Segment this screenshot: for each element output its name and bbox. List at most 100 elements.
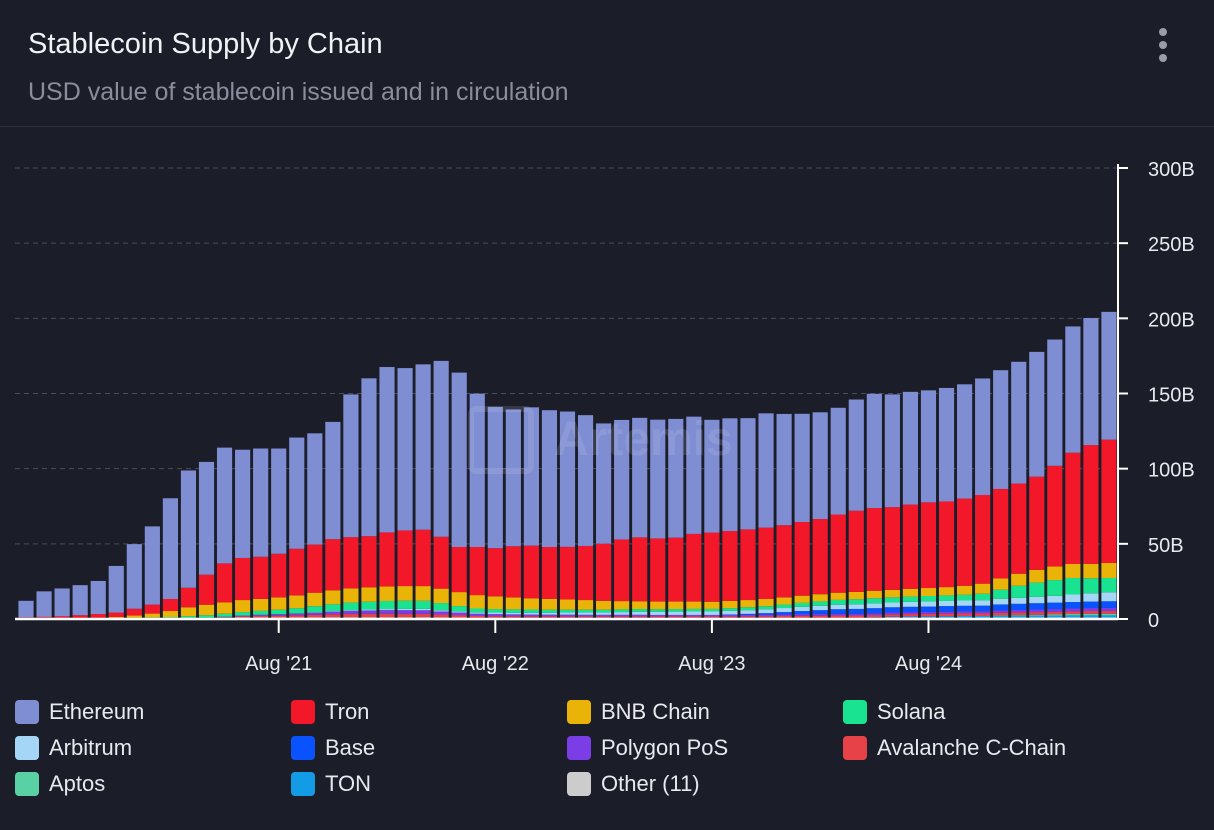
legend-item[interactable]: Tron xyxy=(291,698,369,726)
bar-segment xyxy=(505,616,521,618)
bar-segment xyxy=(1011,615,1027,618)
bar-segment xyxy=(1065,594,1081,603)
bar-segment xyxy=(993,615,1009,616)
bar-segment xyxy=(758,609,774,614)
chart-title: Stablecoin Supply by Chain xyxy=(28,28,383,60)
bar-segment xyxy=(1101,610,1117,614)
bar-segment xyxy=(397,613,413,618)
bar-segment xyxy=(848,510,864,592)
bar-segment xyxy=(505,597,521,610)
bar-segment xyxy=(668,418,684,538)
bar-segment xyxy=(758,599,774,607)
bar-segment xyxy=(1065,577,1081,595)
bar-segment xyxy=(902,606,919,613)
bar-segment xyxy=(938,606,955,612)
bar-segment xyxy=(1047,614,1063,616)
legend-item[interactable]: Polygon PoS xyxy=(567,734,728,762)
bar-segment xyxy=(866,617,882,618)
bar-segment xyxy=(975,600,991,606)
bar-segment xyxy=(957,594,973,601)
legend-label: Aptos xyxy=(49,771,106,796)
bar-segment xyxy=(686,533,702,602)
bar-segment xyxy=(1047,566,1063,581)
bar-segment xyxy=(1047,609,1063,612)
bar-segment xyxy=(650,601,666,610)
bar-segment xyxy=(686,416,702,534)
legend-swatch xyxy=(291,772,315,796)
bar-segment xyxy=(343,537,359,589)
bar-segment xyxy=(758,616,774,618)
bar-segment xyxy=(884,394,900,508)
bar-segment xyxy=(650,538,666,602)
bar-segment xyxy=(884,589,900,598)
bar-segment xyxy=(1029,609,1045,613)
bar-segment xyxy=(523,612,539,615)
bar-segment xyxy=(487,616,503,618)
bar-segment xyxy=(920,606,937,612)
bar-segment xyxy=(379,610,395,614)
x-tick-label: Aug '22 xyxy=(462,653,529,675)
bar-segment xyxy=(902,614,919,617)
bar-segment xyxy=(1047,465,1063,567)
bar-segment xyxy=(1011,573,1027,586)
y-tick-label: 300B xyxy=(1148,159,1195,181)
bar-segment xyxy=(487,612,503,615)
bar-segment xyxy=(920,390,937,503)
legend-item[interactable]: Solana xyxy=(843,698,946,726)
legend-label: Other (11) xyxy=(601,771,700,796)
bar-segment xyxy=(938,600,955,607)
bar-segment xyxy=(794,611,810,615)
bar-segment xyxy=(487,609,503,613)
bar-segment xyxy=(668,614,684,617)
bar-segment xyxy=(776,608,792,613)
bar-segment xyxy=(776,604,792,609)
bar-segment xyxy=(902,596,919,602)
bar-segment xyxy=(577,415,594,546)
bar-segment xyxy=(1083,615,1099,618)
bar-segment xyxy=(541,546,558,599)
legend-item[interactable]: TON xyxy=(291,770,371,798)
bar-segment xyxy=(469,608,485,613)
y-tick-label: 100B xyxy=(1148,460,1195,482)
bar-segment xyxy=(1083,563,1099,579)
bar-segment xyxy=(451,372,467,547)
bar-segment xyxy=(415,608,431,611)
bar-segment xyxy=(469,612,485,614)
bar-segment xyxy=(686,608,702,612)
bar-segment xyxy=(920,596,937,602)
legend-swatch xyxy=(291,700,315,724)
bar-segment xyxy=(938,387,955,502)
bar-segment xyxy=(379,600,395,610)
bar-segment xyxy=(920,588,937,596)
bar-segment xyxy=(1029,603,1045,610)
bar-segment xyxy=(1029,612,1045,615)
bar-segment xyxy=(650,611,666,615)
legend-swatch xyxy=(291,736,315,760)
bar-segment xyxy=(1065,326,1081,453)
bar-segment xyxy=(541,598,558,610)
bar-segment xyxy=(848,604,864,609)
legend-item[interactable]: Avalanche C-Chain xyxy=(843,734,1066,762)
legend-item[interactable]: Other (11) xyxy=(567,770,700,798)
bar-segment xyxy=(577,616,594,618)
bar-segment xyxy=(938,595,955,601)
bar-segment xyxy=(866,608,882,614)
bar-segment xyxy=(469,595,485,609)
legend-item[interactable]: Base xyxy=(291,734,375,762)
more-options-icon[interactable] xyxy=(1150,26,1178,64)
bar-segment xyxy=(902,612,919,615)
legend-item[interactable]: Arbitrum xyxy=(15,734,132,762)
legend-item[interactable]: Ethereum xyxy=(15,698,144,726)
legend-item[interactable]: BNB Chain xyxy=(567,698,710,726)
legend-item[interactable]: Aptos xyxy=(15,770,105,798)
bar-segment xyxy=(451,592,467,607)
bar-segment xyxy=(325,611,341,615)
bar-segment xyxy=(812,615,828,618)
bar-segment xyxy=(704,614,720,617)
legend-swatch xyxy=(15,736,39,760)
bar-segment xyxy=(596,616,612,618)
bar-segment xyxy=(144,526,160,605)
bar-segment xyxy=(523,609,539,613)
bar-segment xyxy=(397,586,413,601)
bar-segment xyxy=(884,614,900,617)
